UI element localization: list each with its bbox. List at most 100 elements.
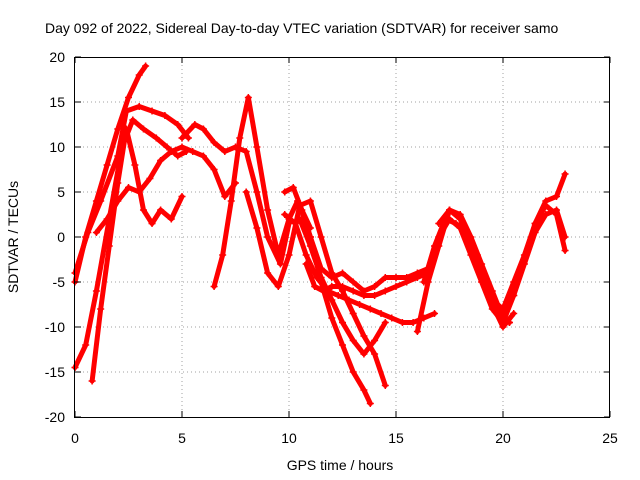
data-point: [122, 125, 130, 133]
data-point: [339, 283, 346, 290]
data-point: [125, 184, 132, 191]
data-point: [302, 251, 310, 259]
data-point: [157, 206, 165, 214]
data-point: [339, 269, 346, 277]
data-point: [289, 184, 297, 191]
data-point: [184, 134, 192, 142]
data-point: [114, 179, 122, 187]
y-tick-label: 5: [57, 184, 65, 200]
data-point: [349, 278, 357, 286]
data-point: [244, 94, 252, 101]
data-point: [488, 296, 496, 304]
data-point: [135, 103, 143, 110]
data-point: [84, 229, 92, 236]
data-point: [381, 382, 389, 389]
data-point: [264, 269, 272, 277]
data-point: [339, 319, 346, 326]
data-point: [105, 242, 113, 250]
data-point: [413, 328, 421, 335]
axis-ticks: 0 5 10 15 20 25 -20 -15 -10 -5 0 5 10 15 20: [45, 49, 618, 446]
series-track-7: [210, 94, 314, 290]
data-point: [103, 215, 111, 223]
data-point: [174, 152, 182, 160]
data-point: [210, 139, 218, 146]
series-trace: [436, 207, 517, 330]
x-tick-label: 10: [281, 430, 297, 446]
data-point: [349, 368, 357, 376]
data-point: [167, 215, 175, 223]
data-point: [92, 287, 100, 295]
data-point: [409, 319, 417, 326]
data-point: [157, 157, 165, 164]
data-point: [431, 242, 439, 250]
x-tick-label: 15: [388, 430, 404, 446]
data-point: [242, 148, 250, 155]
series-trace: [72, 104, 191, 276]
x-axis-label: GPS time / hours: [287, 457, 394, 473]
data-point: [189, 148, 197, 155]
chart-title: Day 092 of 2022, Sidereal Day-to-day VTE…: [45, 20, 558, 36]
data-point: [403, 278, 411, 286]
data-point: [306, 197, 314, 205]
data-point: [148, 220, 156, 227]
data-point: [236, 134, 244, 142]
data-point: [191, 121, 199, 128]
data-point: [219, 251, 227, 259]
data-point: [221, 193, 229, 200]
data-point: [174, 121, 182, 128]
data-point: [97, 197, 105, 205]
x-tick-label: 5: [178, 430, 186, 446]
data-point: [139, 206, 147, 214]
series-track-5: [88, 125, 186, 385]
data-point: [381, 287, 389, 295]
data-point: [328, 296, 336, 304]
data-point: [152, 134, 160, 142]
data-point: [520, 256, 528, 263]
data-point: [478, 269, 486, 277]
data-point: [122, 107, 130, 115]
data-point: [360, 332, 368, 340]
data-point: [328, 314, 336, 322]
data-point: [131, 161, 139, 169]
data-point: [371, 292, 379, 299]
data-point: [92, 229, 100, 236]
series-track-16: [435, 206, 518, 331]
series-trace: [93, 144, 238, 235]
grid: [75, 57, 610, 417]
data-point: [366, 400, 374, 407]
data-point: [392, 274, 400, 281]
data-point: [317, 265, 325, 272]
x-tick-label: 25: [602, 430, 618, 446]
data-point: [285, 251, 293, 259]
data-series: [71, 62, 569, 407]
series-track-3: [178, 121, 293, 268]
data-point: [199, 152, 207, 160]
data-point: [349, 337, 357, 344]
data-point: [311, 283, 319, 290]
x-tick-label: 20: [495, 430, 511, 446]
y-tick-label: -20: [45, 409, 65, 425]
data-point: [281, 188, 289, 196]
data-point: [135, 188, 143, 196]
data-point: [274, 251, 282, 259]
series-trace: [243, 189, 388, 388]
data-point: [317, 274, 325, 281]
data-point: [276, 260, 284, 268]
data-point: [139, 125, 147, 133]
data-point: [339, 341, 346, 349]
data-point: [302, 260, 310, 268]
data-point: [356, 301, 364, 308]
data-point: [306, 233, 314, 241]
data-point: [452, 220, 460, 227]
data-point: [561, 170, 569, 178]
y-tick-label: 10: [49, 139, 65, 155]
data-point: [377, 310, 385, 317]
data-point: [319, 287, 327, 295]
data-point: [146, 175, 154, 182]
data-point: [371, 283, 379, 290]
data-point: [381, 274, 389, 281]
data-point: [499, 314, 507, 322]
series-track-19: [499, 202, 569, 322]
data-point: [413, 274, 421, 281]
data-point: [446, 206, 453, 214]
